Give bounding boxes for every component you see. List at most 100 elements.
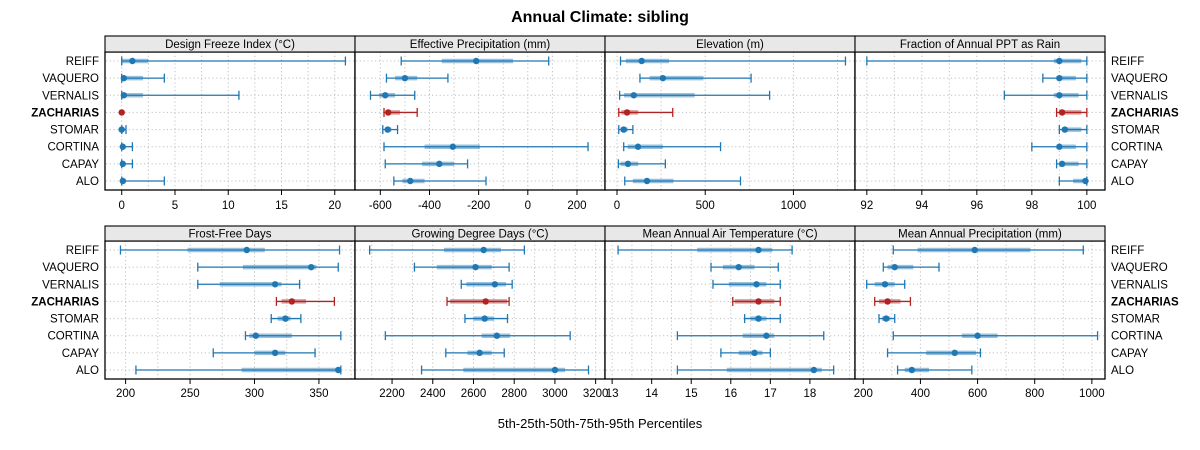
tick-label: 20 bbox=[328, 200, 341, 212]
tick-label: 3000 bbox=[542, 388, 568, 400]
median-dot bbox=[282, 315, 289, 322]
median-dot bbox=[881, 281, 889, 288]
series-stomar bbox=[118, 125, 127, 135]
site-label-right-vaquero: VAQUERO bbox=[1111, 262, 1168, 274]
tick-label: 94 bbox=[915, 200, 928, 212]
median-dot bbox=[908, 366, 916, 374]
median-dot bbox=[120, 92, 128, 99]
median-dot bbox=[753, 281, 760, 288]
median-dot bbox=[476, 349, 483, 357]
series-capay bbox=[119, 159, 134, 169]
median-dot bbox=[243, 246, 250, 254]
site-label-left-vaquero: VAQUERO bbox=[42, 73, 99, 85]
series-vaquero bbox=[639, 73, 752, 83]
median-dot bbox=[482, 298, 489, 305]
series-vernalis bbox=[712, 279, 781, 289]
strip-title: Growing Degree Days (°C) bbox=[412, 229, 549, 241]
site-label-right-stomar: STOMAR bbox=[1111, 125, 1160, 137]
median-dot bbox=[307, 263, 315, 271]
tick-label: 16 bbox=[724, 388, 737, 400]
series-stomar bbox=[618, 125, 634, 135]
site-label-right-cortina: CORTINA bbox=[1111, 142, 1163, 154]
x-axis: 200 250 300 350 bbox=[116, 379, 329, 400]
series-cortina bbox=[676, 331, 825, 341]
median-dot bbox=[755, 315, 762, 322]
strip-header bbox=[854, 225, 1106, 242]
series-vernalis bbox=[618, 90, 771, 100]
gridlines bbox=[356, 241, 604, 379]
panel-growing-degree-days-c: Growing Degree Days (°C) 2200 2400 2600 2800… bbox=[354, 225, 608, 400]
series-reiff bbox=[119, 245, 341, 255]
series-zacharias bbox=[874, 296, 912, 306]
median-dot bbox=[472, 263, 479, 271]
gridlines bbox=[106, 52, 354, 190]
series-zacharias bbox=[118, 109, 125, 116]
tick-label: 17 bbox=[764, 388, 777, 400]
median-dot bbox=[755, 298, 762, 305]
series-cortina bbox=[244, 331, 342, 341]
median-dot bbox=[643, 177, 651, 185]
series-vaquero bbox=[413, 262, 510, 272]
series-stomar bbox=[270, 314, 302, 324]
series-stomar bbox=[464, 314, 509, 324]
median-dot bbox=[480, 246, 487, 254]
site-label-right-reiff: REIFF bbox=[1111, 56, 1144, 68]
site-label-left-stomar: STOMAR bbox=[50, 125, 99, 137]
series-alo bbox=[624, 176, 742, 186]
tick-label: 0 bbox=[119, 200, 125, 212]
tick-label: 0 bbox=[614, 200, 620, 212]
median-dot bbox=[755, 246, 762, 254]
series-zacharias bbox=[275, 296, 336, 306]
median-dot bbox=[1056, 57, 1063, 65]
tick-label: 96 bbox=[970, 200, 983, 212]
tick-label: -600 bbox=[369, 200, 392, 212]
tick-label: 2400 bbox=[420, 388, 446, 400]
site-label-left-vaquero: VAQUERO bbox=[42, 262, 99, 274]
tick-label: 92 bbox=[860, 200, 873, 212]
tick-label: 15 bbox=[685, 388, 698, 400]
median-dot bbox=[120, 74, 128, 82]
panel-frost-free-days: Frost-Free Days 200 250 300 350 bbox=[104, 225, 356, 400]
median-dot bbox=[119, 143, 126, 150]
strip-title: Frost-Free Days bbox=[188, 229, 271, 241]
tick-label: 15 bbox=[275, 200, 288, 212]
site-label-right-capay: CAPAY bbox=[1111, 159, 1149, 171]
panel-effective-precipitation-mm: Effective Precipitation (mm) -600 -400 -200… bbox=[354, 35, 606, 212]
site-label-left-cortina: CORTINA bbox=[47, 142, 99, 154]
series-reiff bbox=[866, 56, 1088, 66]
gridlines bbox=[606, 52, 854, 190]
x-axis: 0 500 1000 bbox=[614, 190, 806, 212]
series-stomar bbox=[382, 125, 399, 135]
series-alo bbox=[420, 365, 590, 375]
tick-label: 10 bbox=[222, 200, 235, 212]
gridlines bbox=[856, 241, 1104, 379]
median-dot bbox=[401, 74, 409, 82]
median-dot bbox=[974, 332, 981, 339]
panel-mean-annual-precipitation-mm: Mean Annual Precipitation (mm) 200 400 600 8… bbox=[854, 225, 1106, 400]
median-dot bbox=[971, 246, 978, 254]
tick-label: 5 bbox=[172, 200, 178, 212]
median-dot bbox=[288, 298, 296, 305]
series-vaquero bbox=[385, 73, 449, 83]
median-dot bbox=[630, 92, 637, 99]
strip-title: Fraction of Annual PPT as Rain bbox=[900, 39, 1060, 51]
median-dot bbox=[659, 74, 667, 82]
strip-title: Mean Annual Air Temperature (°C) bbox=[642, 229, 817, 241]
x-axis: 2200 2400 2600 2800 3000 3200 bbox=[379, 379, 608, 400]
median-dot bbox=[335, 366, 342, 374]
tick-label: 14 bbox=[645, 388, 658, 400]
tick-label: 350 bbox=[309, 388, 328, 400]
median-dot bbox=[638, 57, 645, 65]
site-label-left-zacharias: ZACHARIAS bbox=[31, 107, 99, 119]
series-zacharias bbox=[446, 296, 510, 306]
site-label-right-reiff: REIFF bbox=[1111, 245, 1144, 257]
site-label-right-capay: CAPAY bbox=[1111, 348, 1149, 360]
series-vernalis bbox=[120, 90, 240, 100]
tick-label: -400 bbox=[418, 200, 441, 212]
median-dot bbox=[1058, 160, 1066, 168]
series-vaquero bbox=[120, 73, 165, 83]
tick-label: 98 bbox=[1025, 200, 1038, 212]
panel-grid: Design Freeze Index (°C) 0 5 10 15 20 Effectiv… bbox=[104, 35, 1106, 400]
median-dot bbox=[891, 263, 898, 271]
tick-label: 2800 bbox=[501, 388, 527, 400]
